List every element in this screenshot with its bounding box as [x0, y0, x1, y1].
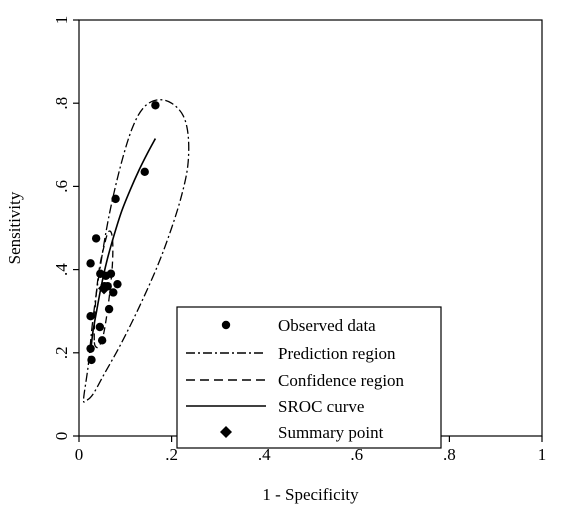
legend: Observed data Prediction region Confidence… [176, 306, 442, 449]
observed-point [87, 355, 96, 365]
y-tick-label: 1 [52, 16, 71, 25]
prediction-region [82, 99, 190, 403]
y-tick-label: .2 [52, 346, 71, 359]
summary-point [98, 282, 111, 295]
observed-point [106, 269, 116, 278]
observed-point [86, 259, 95, 268]
legend-box [176, 306, 442, 449]
legend-label: Confidence region [278, 371, 405, 390]
x-tick-label: .6 [350, 445, 363, 464]
legend-label: Prediction region [278, 344, 396, 363]
legend-item-confidence: Confidence region [186, 371, 405, 390]
y-tick-label: 0 [52, 432, 71, 441]
legend-label: Observed data [278, 316, 376, 335]
observed-point [86, 344, 95, 353]
observed-point [97, 336, 107, 345]
observed-point [104, 304, 114, 314]
observed-point [140, 167, 149, 177]
observed-point [86, 311, 95, 321]
x-tick-label: .8 [443, 445, 456, 464]
y-tick-label: .6 [52, 180, 71, 193]
observed-point [91, 234, 101, 243]
legend-item-summary: Summary point [220, 423, 384, 442]
observed-point [113, 279, 122, 289]
legend-diamond-icon [220, 426, 232, 438]
y-tick-label: .8 [52, 97, 71, 110]
observed-point [111, 194, 120, 204]
observed-point [95, 322, 105, 332]
axes: 1 - Specificity Sensitivity 0 .2 .4 .6 .8 1 0.… [5, 16, 546, 504]
x-tick-label: 1 [538, 445, 547, 464]
legend-item-observed: Observed data [221, 316, 376, 335]
observed-point [151, 101, 160, 110]
observed-point [109, 288, 118, 297]
x-axis-title: 1 - Specificity [262, 485, 359, 504]
x-tick-label: .4 [258, 445, 271, 464]
plot-area [82, 99, 190, 403]
x-tick-label: 0 [75, 445, 84, 464]
confidence-region [93, 230, 114, 349]
y-tick-label: .4 [52, 263, 71, 276]
legend-dot-icon [221, 320, 231, 330]
legend-item-prediction: Prediction region [186, 344, 396, 363]
legend-label: Summary point [278, 423, 384, 442]
x-tick-label: .2 [165, 445, 178, 464]
legend-label: SROC curve [278, 397, 364, 416]
sroc-curve [89, 138, 157, 353]
y-axis-title: Sensitivity [5, 191, 24, 264]
legend-item-sroc: SROC curve [186, 397, 364, 416]
